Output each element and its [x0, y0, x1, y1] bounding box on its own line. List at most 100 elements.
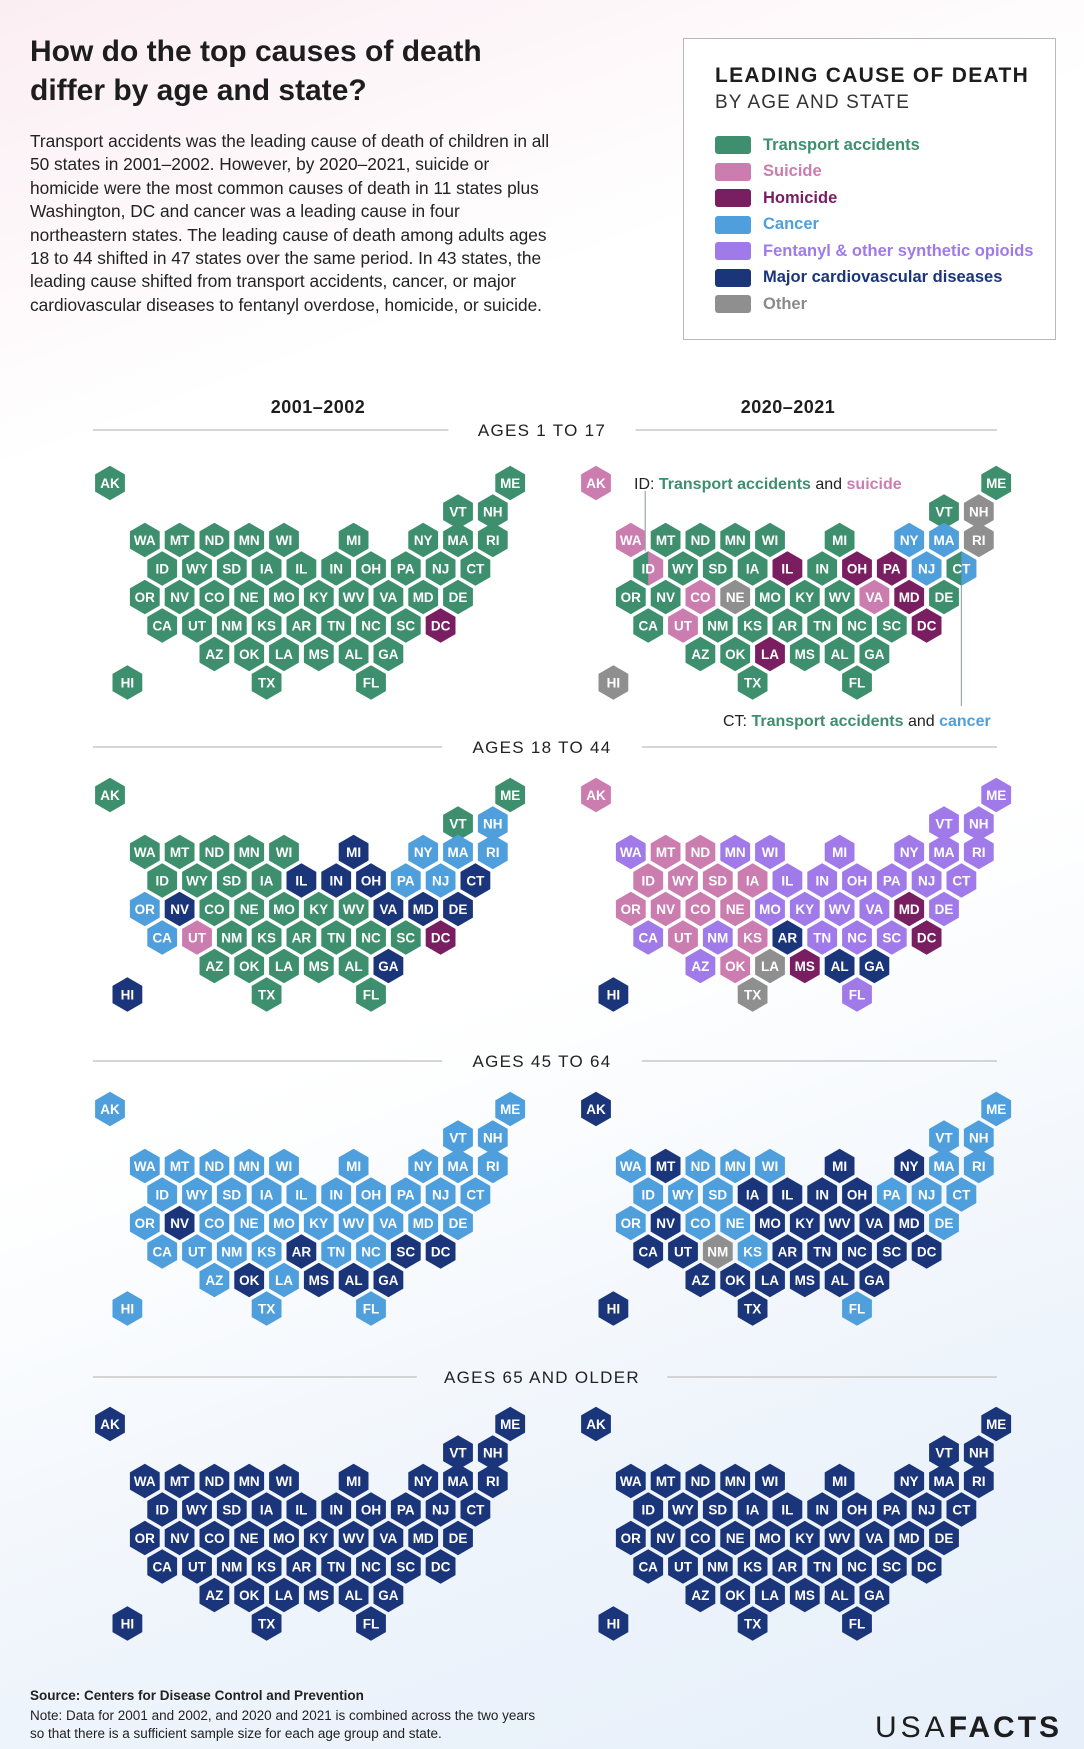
hex-co: CO — [199, 1205, 230, 1241]
hex-label: DE — [935, 902, 954, 917]
hex-label: MN — [725, 533, 746, 548]
hex-label: AL — [345, 959, 363, 974]
hex-label: SC — [396, 1244, 415, 1259]
hex-shape — [668, 1492, 698, 1527]
legend-swatch — [715, 268, 751, 287]
hex-label: WI — [276, 1159, 293, 1174]
hex-label: RI — [972, 1159, 986, 1174]
hex-label: NM — [707, 1244, 728, 1259]
hex-label: IA — [260, 1187, 274, 1202]
hex-shape — [286, 608, 317, 643]
hex-shape — [269, 1148, 299, 1184]
hex-shape — [720, 948, 751, 984]
hex-label: IA — [746, 1502, 760, 1517]
hex-wv: WV — [824, 1205, 855, 1241]
hex-shape — [720, 1205, 751, 1241]
hex-shape — [720, 579, 751, 615]
hex-shape — [737, 608, 768, 643]
hex-label: IA — [746, 873, 760, 888]
hex-shape — [842, 1291, 872, 1326]
hex-label: OK — [239, 959, 260, 974]
hex-al: AL — [338, 1577, 369, 1613]
hex-label: OH — [847, 561, 867, 576]
hex-wi: WI — [269, 834, 299, 870]
hex-shape — [408, 1205, 439, 1241]
hex-label: MO — [273, 590, 295, 605]
hex-label: PA — [883, 1187, 901, 1202]
hex-oh: OH — [842, 551, 872, 586]
hex-wv: WV — [338, 579, 369, 615]
hex-nd: ND — [685, 522, 716, 558]
hex-mi: MI — [338, 834, 369, 870]
hex-label: WY — [186, 873, 208, 888]
hex-id: ID — [633, 863, 664, 898]
hex-label: TX — [258, 1301, 275, 1316]
hex-label: WY — [672, 561, 694, 576]
hex-ny: NY — [408, 1463, 439, 1499]
hex-az: AZ — [685, 636, 716, 672]
hex-shape — [824, 1520, 855, 1556]
hex-mt: MT — [164, 1463, 195, 1499]
hex-label: AK — [100, 788, 120, 803]
hex-shape — [408, 522, 439, 558]
hex-shape — [443, 579, 473, 615]
hex-or: OR — [615, 1520, 646, 1556]
hex-shape — [443, 1205, 473, 1241]
hex-shape — [338, 891, 369, 927]
hex-label: NY — [900, 1159, 919, 1174]
hex-shape — [286, 920, 317, 955]
hex-label: TN — [327, 1244, 345, 1259]
hex-nc: NC — [842, 1549, 872, 1584]
hex-label: AK — [586, 1417, 606, 1432]
hex-la: LA — [269, 636, 299, 672]
hex-label: NE — [726, 902, 745, 917]
hex-label: NY — [414, 533, 433, 548]
hex-ok: OK — [720, 636, 751, 672]
hex-sd: SD — [216, 551, 247, 586]
hex-shape — [615, 522, 646, 558]
hex-ut: UT — [668, 920, 698, 955]
hex-sd: SD — [702, 551, 733, 586]
hex-shape — [460, 1177, 491, 1212]
hex-nv: NV — [650, 1205, 681, 1241]
hex-label: CO — [690, 902, 710, 917]
hex-shape — [356, 1606, 386, 1641]
usafacts-logo: USAFACTS — [875, 1711, 1062, 1745]
hex-pa: PA — [390, 863, 421, 898]
hex-ne: NE — [234, 891, 265, 927]
hex-half-b — [961, 551, 977, 586]
hex-shape — [425, 1177, 456, 1212]
hex-md: MD — [408, 579, 439, 615]
hex-shape — [615, 1463, 646, 1499]
hex-shape — [477, 1148, 508, 1184]
hex-label: MS — [309, 647, 329, 662]
hex-label: WI — [276, 533, 293, 548]
hex-label: MS — [309, 1273, 329, 1288]
hex-label: VA — [866, 590, 884, 605]
hex-shape — [581, 465, 611, 501]
hex-la: LA — [755, 948, 785, 984]
hex-label: VA — [380, 1216, 398, 1231]
hex-shape — [303, 636, 334, 672]
hex-label: ND — [205, 533, 225, 548]
hex-label: RI — [486, 1159, 500, 1174]
hex-shape — [269, 1577, 299, 1613]
hex-de: DE — [929, 1520, 959, 1556]
hex-label: MS — [309, 1588, 329, 1603]
hex-label: IL — [295, 1502, 307, 1517]
hex-label: OH — [847, 1502, 867, 1517]
hex-ga: GA — [373, 1577, 404, 1613]
hex-wy: WY — [668, 551, 698, 586]
hex-sc: SC — [390, 1234, 421, 1269]
hex-id: ID — [147, 551, 178, 586]
hex-tx: TX — [251, 977, 282, 1012]
hex-label: DE — [449, 1216, 468, 1231]
hex-shape — [929, 806, 959, 841]
hex-label: CO — [204, 1216, 224, 1231]
hex-label: NY — [900, 845, 919, 860]
hex-nj: NJ — [425, 863, 456, 898]
hex-nc: NC — [356, 1234, 386, 1269]
hex-label: ME — [500, 476, 520, 491]
hex-label: ID — [155, 873, 169, 888]
hex-label: PA — [883, 873, 901, 888]
